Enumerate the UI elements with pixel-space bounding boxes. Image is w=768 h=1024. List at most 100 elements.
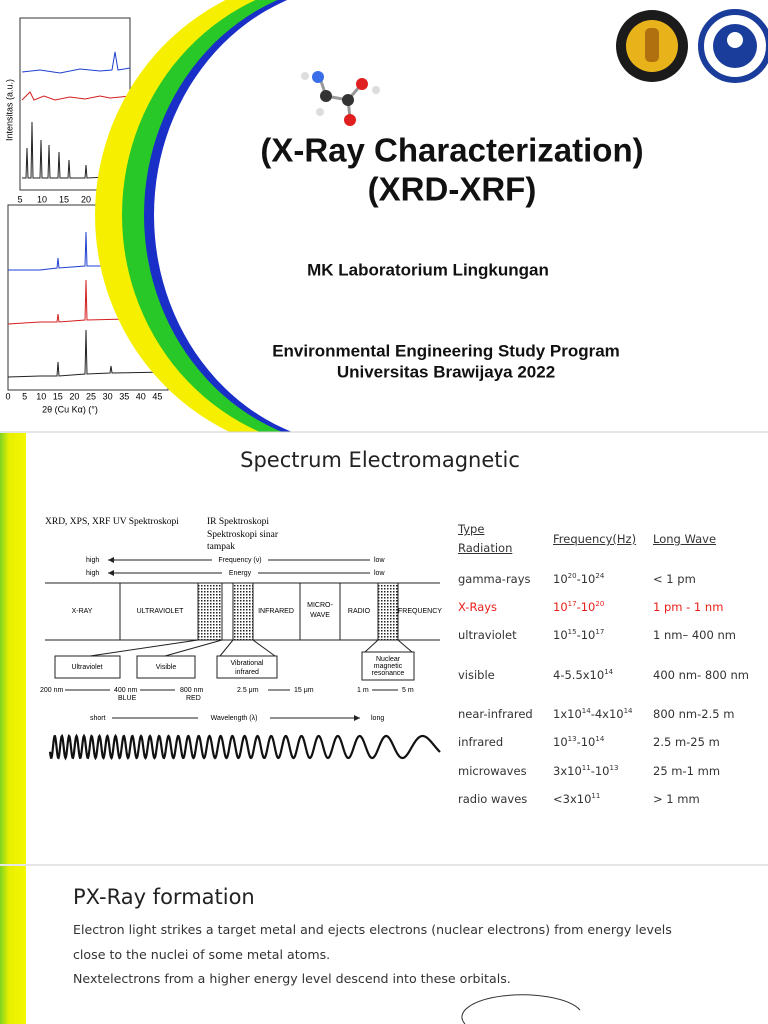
freq-exponent: 17 [595,628,605,636]
freq-exponent: 20 [595,600,605,608]
scale-label: 1 m [357,687,369,694]
shape-arc [461,994,581,1024]
box-label: magnetic [374,663,403,670]
table-cell: microwaves [458,764,527,778]
freq-base: <3x10 [553,792,592,806]
freq-exponent: 15 [567,628,577,636]
freq-base: 3x10 [553,764,582,778]
spectrum-diagram: XRD, XPS, XRF UV Spektroskopi IR Spektro… [40,517,442,761]
xrd-plot: Intensitas (a.u.) 2θ (Cu Kα) (°) [4,17,169,414]
table-cell: visible [458,668,495,682]
table-cell: X-Rays [458,600,498,614]
table-cell: <3x1011 [553,792,600,806]
box [136,655,196,679]
table-cell: radio waves [458,792,528,806]
freq-base: -10 [576,628,596,642]
diagram-label: long [371,715,384,722]
box [216,655,278,679]
freq-exponent: 14 [604,668,614,676]
freq-exponent: 20 [567,572,577,580]
side-bar [0,866,26,1024]
band-label: WAVE [310,612,330,619]
paragraph: Nextelectrons from a higher energy level… [73,971,511,986]
x-tick-label: 10 [37,194,47,204]
box-label: Vibrational [231,660,264,667]
freq-base: 10 [553,735,568,749]
table-cell: 400 nm- 800 nm [653,668,749,682]
xrd-line [21,91,131,101]
course: MK Laboratorium Lingkungan [307,260,549,279]
table-cell: < 1 pm [653,572,696,586]
crescent [95,0,574,432]
freq-exponent: 14 [595,735,605,743]
paragraph: Electron light strikes a target metal an… [73,922,672,962]
x-tick-label: 40 [136,391,146,401]
freq-base: -10 [576,600,596,614]
table-header: Long Wave [653,532,717,546]
x-tick-label: 10 [36,391,46,401]
scale-label: 15 μm [294,687,314,694]
diagram-label: high [86,570,99,577]
x-tick-label: 0 [5,391,10,401]
freq-base: 1x10 [553,707,582,721]
table-cell: 1020-1024 [553,572,604,586]
freq-exponent: 11 [581,764,591,772]
band-label: ULTRAVIOLET [137,608,185,615]
logos [616,9,768,83]
freq-base: 10 [553,600,568,614]
band-label: MICRO- [307,602,333,609]
diagram-label: short [90,715,106,722]
table-cell: 1x1014-4x1014 [553,707,633,721]
x-tick-label: 20 [69,391,79,401]
table-header: Frequency(Hz) [553,532,637,546]
band-label: INFRARED [258,608,294,615]
slide-title: Spectrum Electromagnetic [240,448,520,472]
xrd-line [21,51,131,74]
box-label: Visible [156,664,177,671]
table-header: Type [458,522,485,536]
band-label: FREQUENCY [398,608,442,615]
xrd-line [7,329,169,378]
x-axis-label: 2θ (Cu Kα) (°) [42,404,98,414]
side-bar [0,433,26,864]
freq-base: 10 [553,628,568,642]
scale-label: 2.5 μm [237,687,259,694]
table-cell: 1 pm - 1 nm [653,600,724,614]
diagram-label: XRD, XPS, XRF UV Spektroskopi [45,517,179,527]
diagram-label: Energy [229,570,252,577]
diagram-label: Wavelength (λ) [211,715,258,722]
xrd-line [22,121,131,179]
table-header: Radiation [458,541,513,555]
x-tick-label: 45 [152,391,162,401]
table-cell: 1 nm– 400 nm [653,628,736,642]
scale-label: RED [186,695,201,702]
crescent-inner [154,0,574,432]
freq-base: -10 [576,572,596,586]
table-cell: infrared [458,735,504,749]
table-cell: 1017-1020 [553,600,604,614]
x-tick-label: 30 [103,391,113,401]
box-label: infrared [235,669,259,676]
freq-exponent: 14 [623,707,633,715]
table-cell: 800 nm-2.5 m [653,707,735,721]
diagram-label: Spektroskopi sinar [207,530,279,540]
x-tick-label: 20 [81,194,91,204]
molecule-icon [301,71,380,126]
diagram-label: Frequency (ν) [218,557,261,564]
freq-base: -10 [576,735,596,749]
program: Environmental Engineering Study Program [272,341,620,360]
wave [48,733,441,761]
table-cell: > 1 mm [653,792,700,806]
freq-exponent: 17 [567,600,577,608]
table-cell: near-infrared [458,707,533,721]
scale-label: 200 nm [40,687,64,694]
x-tick-label: 5 [22,391,27,401]
freq-base: -10 [590,764,610,778]
table-cell: gamma-rays [458,572,531,586]
scale-label: 800 nm [180,687,204,694]
freq-base: 4-5.5x10 [553,668,605,682]
box-label: Ultraviolet [71,664,102,671]
box [54,655,121,679]
